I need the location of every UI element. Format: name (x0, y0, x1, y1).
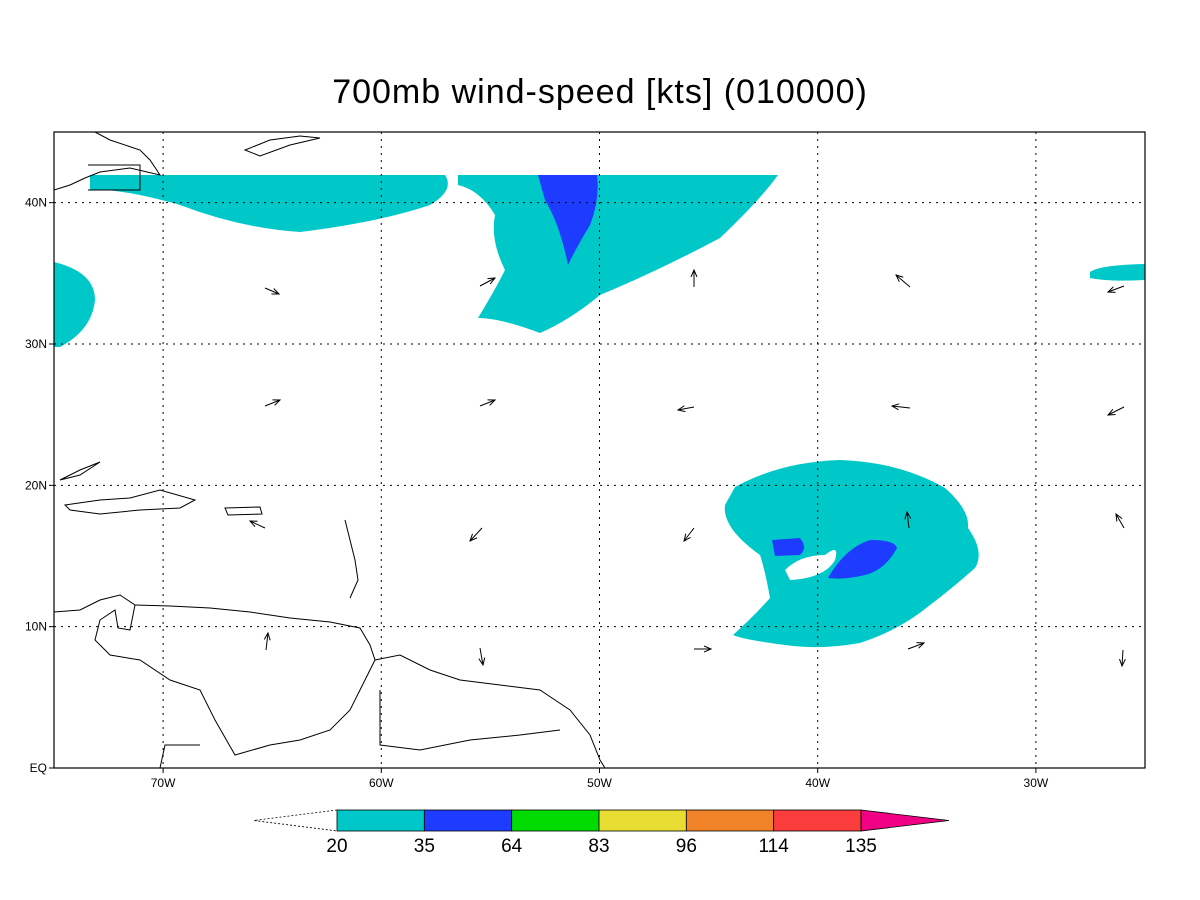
wind-arrow (1116, 514, 1125, 529)
coastline (224, 506, 263, 516)
colorbar-label: 83 (588, 836, 609, 857)
colorbar-label: 96 (676, 836, 697, 857)
coastline (63, 489, 197, 515)
colorbar-label: 20 (326, 836, 347, 857)
wind-arrow (1122, 649, 1123, 666)
wind-arrow (250, 521, 266, 529)
x-tick-label: 60W (369, 776, 394, 790)
wind-arrow (1108, 285, 1125, 292)
wind-arrow (264, 400, 280, 407)
x-tick-label: 40W (805, 776, 830, 790)
colorbar-label: 135 (845, 836, 877, 857)
coastline (59, 461, 101, 481)
y-tick-label: 10N (25, 620, 47, 634)
wind-vectors (250, 270, 1124, 666)
calm-hole (785, 550, 837, 580)
coastline (88, 164, 141, 191)
colorbar: 20 35 64 83 96 114 135 (253, 809, 950, 857)
colorbar-label: 114 (759, 836, 790, 857)
wind-field (90, 175, 448, 232)
colorbar-label: 64 (501, 836, 523, 857)
colorbar-box (773, 809, 862, 832)
y-tick-label: EQ (30, 761, 47, 775)
map-title: 700mb wind-speed [kts] (010000) (332, 73, 868, 111)
y-tick-label: 40N (25, 196, 47, 210)
x-tick-label: 50W (587, 776, 612, 790)
coastline (243, 135, 321, 157)
wind-arrow (479, 278, 495, 287)
wind-arrow (470, 527, 483, 541)
wind-field (458, 175, 778, 333)
colorbar-box (336, 809, 425, 832)
coastline (379, 690, 561, 751)
colorbar-box (511, 809, 600, 832)
wind-arrow (480, 647, 483, 665)
shaded-fields (54, 175, 1145, 648)
coastline (54, 594, 606, 768)
colorbar-under (253, 809, 338, 832)
colorbar-over (860, 809, 950, 832)
colorbar-box (598, 809, 687, 832)
colorbar-box (685, 809, 775, 832)
wind-arrow (264, 287, 279, 294)
wind-arrow (907, 512, 909, 529)
coastlines (54, 132, 606, 768)
axis-labels: 70W 60W 50W 40W 30W EQ 10N 20N 30N 40N (25, 196, 1049, 790)
coastline (54, 132, 162, 191)
wind-field-strong (772, 538, 804, 556)
y-tick-label: 30N (25, 337, 47, 351)
y-tick-label: 20N (25, 478, 47, 492)
wind-arrow (266, 633, 268, 651)
wind-arrow (907, 643, 924, 650)
wind-field-strong (538, 175, 598, 265)
x-tick-label: 30W (1024, 776, 1049, 790)
wind-field-strong (828, 540, 897, 579)
wind-arrow (892, 406, 911, 408)
grid (54, 132, 1145, 768)
wind-arrow (678, 407, 695, 410)
wind-field (1090, 264, 1145, 281)
coastline (134, 604, 376, 661)
wind-field (54, 262, 95, 347)
wind-arrow (479, 400, 495, 407)
colorbar-label: 35 (414, 836, 435, 857)
x-tick-label: 70W (151, 776, 176, 790)
coastline (159, 744, 200, 768)
colorbar-box (423, 809, 513, 832)
wind-arrow (1108, 406, 1125, 415)
coastline (344, 519, 359, 599)
wind-arrow (684, 527, 695, 541)
wind-arrow (896, 275, 911, 288)
